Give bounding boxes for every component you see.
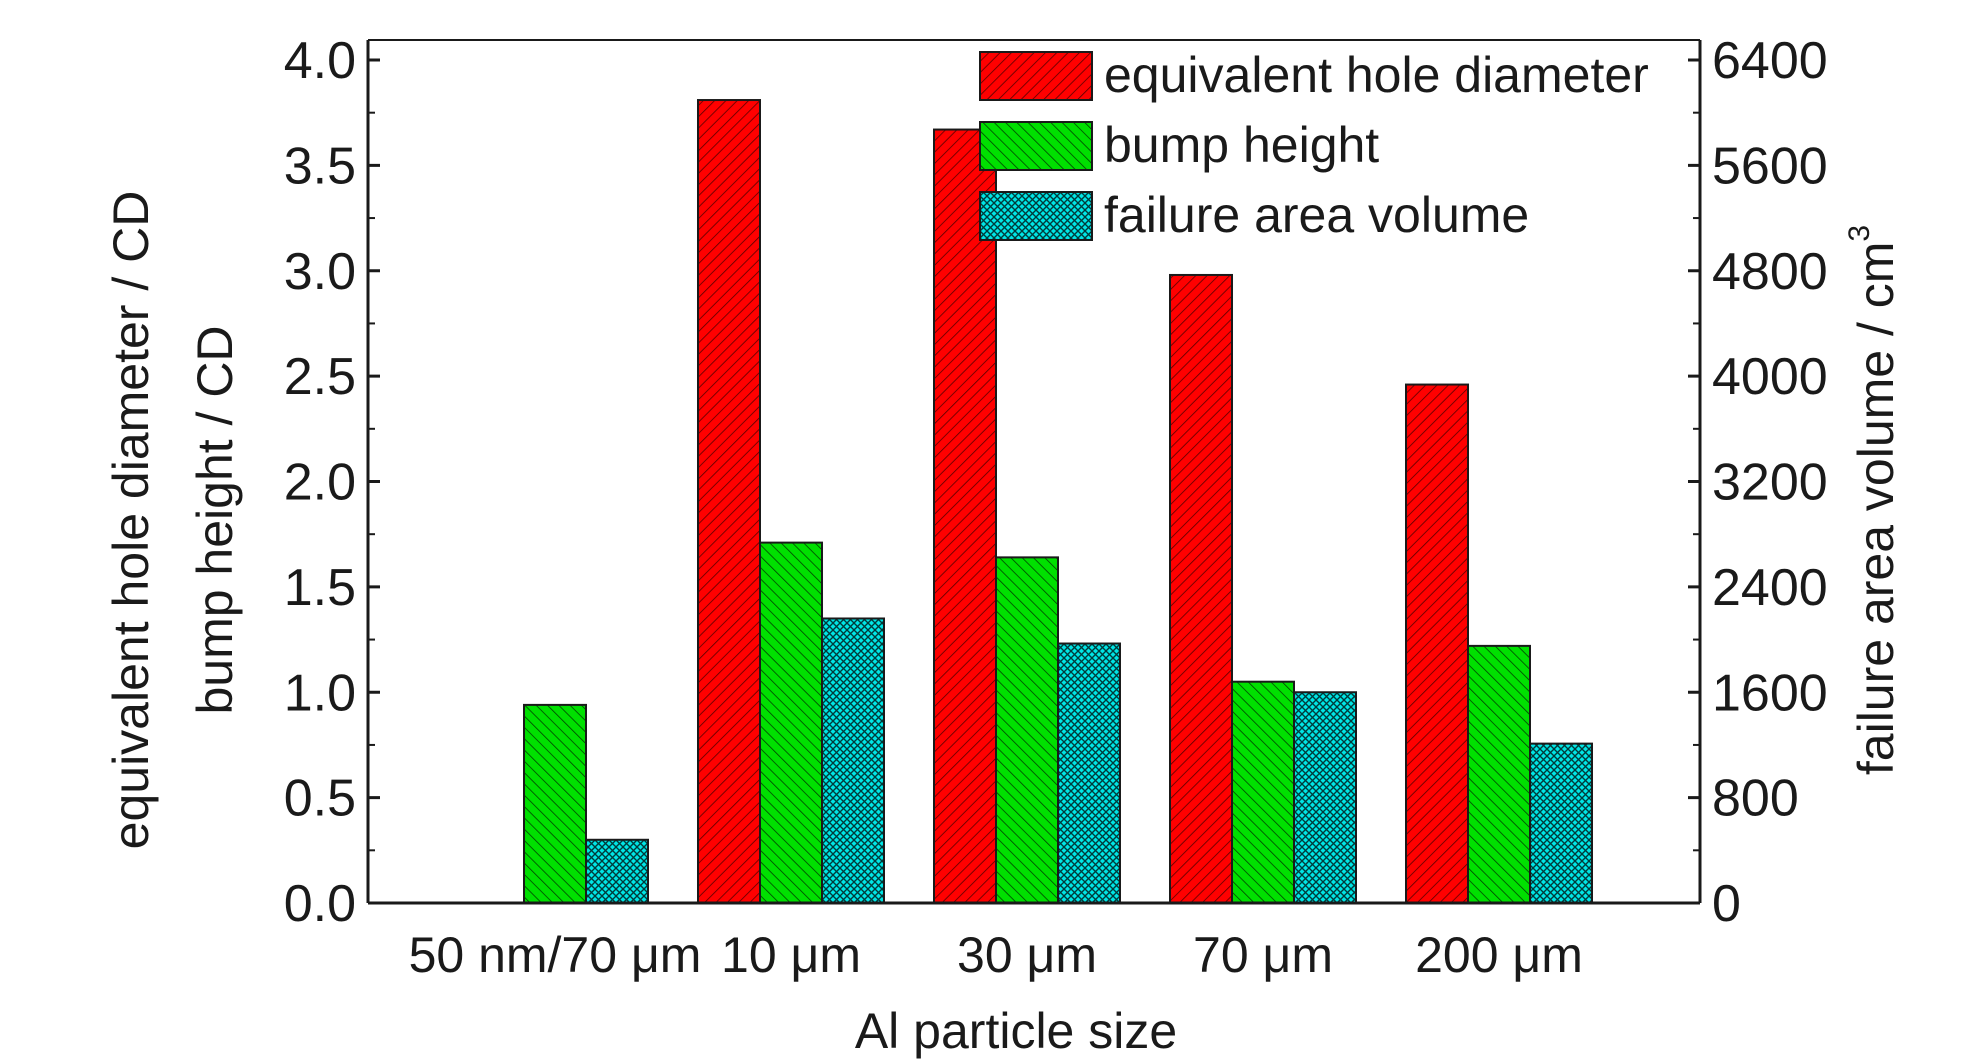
legend-swatch-bump-height bbox=[979, 121, 1093, 171]
left-tick-label: 1.0 bbox=[284, 664, 356, 722]
bar-equivalent-hole-diameter bbox=[1169, 273, 1233, 904]
right-tick-label: 5600 bbox=[1712, 137, 1828, 195]
left-tick-label: 2.0 bbox=[284, 454, 356, 512]
bars-group bbox=[523, 99, 1593, 905]
left-axis-title-line2: bump height / CD bbox=[187, 325, 243, 714]
right-axis-title-text: failure area volume / cm bbox=[1848, 242, 1904, 776]
plot-frame bbox=[366, 39, 1702, 905]
right-tick-label: 3200 bbox=[1712, 454, 1828, 512]
bar-bump-height bbox=[523, 703, 587, 905]
legend-label-failure-area-volume: failure area volume bbox=[1104, 187, 1529, 243]
left-axis-title-line1: equivalent hole diameter / CD bbox=[103, 191, 159, 850]
bar-bump-height bbox=[1231, 680, 1295, 905]
category-label: 50 nm/70 μm bbox=[409, 927, 702, 983]
right-axis-title-superscript: 3 bbox=[1843, 225, 1876, 242]
left-tick-label: 1.5 bbox=[284, 559, 356, 617]
category-label: 10 μm bbox=[721, 927, 861, 983]
right-tick-label: 1600 bbox=[1712, 664, 1828, 722]
x-axis-title: Al particle size bbox=[855, 1003, 1177, 1059]
bar-bump-height bbox=[759, 541, 823, 904]
legend-swatch-failure-area-volume bbox=[979, 191, 1093, 241]
bar-failure-area-volume bbox=[1529, 742, 1593, 904]
right-tick-label: 4000 bbox=[1712, 348, 1828, 406]
right-axis-title: failure area volume / cm3 bbox=[1843, 225, 1904, 775]
bar-bump-height bbox=[995, 556, 1059, 904]
bar-equivalent-hole-diameter bbox=[697, 99, 761, 905]
left-tick-label: 4.0 bbox=[284, 32, 356, 90]
bar-failure-area-volume bbox=[585, 838, 649, 905]
left-tick-label: 0.5 bbox=[284, 770, 356, 828]
category-labels: 50 nm/70 μm 10 μm 30 μm 70 μm 200 μm bbox=[409, 927, 1583, 983]
right-tick-label: 800 bbox=[1712, 770, 1799, 828]
left-axis-ticks: 0.0 0.5 1.0 1.5 2.0 2.5 3.0 3.5 4.0 bbox=[284, 32, 380, 933]
left-tick-label: 0.0 bbox=[284, 875, 356, 933]
legend-label-bump-height: bump height bbox=[1104, 117, 1379, 173]
legend-label-equivalent-hole-diameter: equivalent hole diameter bbox=[1104, 47, 1649, 103]
right-tick-label: 2400 bbox=[1712, 559, 1828, 617]
bar-equivalent-hole-diameter bbox=[933, 128, 997, 905]
bar-failure-area-volume bbox=[1293, 691, 1357, 904]
right-tick-label: 6400 bbox=[1712, 32, 1828, 90]
legend: equivalent hole diameter bump height failu… bbox=[979, 47, 1649, 243]
right-axis-ticks: 0 800 1600 2400 3200 4000 4800 5600 6400 bbox=[1688, 32, 1828, 933]
left-tick-label: 3.0 bbox=[284, 243, 356, 301]
left-tick-label: 3.5 bbox=[284, 137, 356, 195]
legend-swatch-equivalent-hole-diameter bbox=[979, 51, 1093, 101]
category-label: 70 μm bbox=[1193, 927, 1333, 983]
right-tick-label: 0 bbox=[1712, 875, 1741, 933]
category-label: 200 μm bbox=[1415, 927, 1583, 983]
bar-equivalent-hole-diameter bbox=[1405, 383, 1469, 904]
bar-failure-area-volume bbox=[821, 617, 885, 904]
bar-bump-height bbox=[1467, 644, 1531, 904]
bar-failure-area-volume bbox=[1057, 642, 1121, 904]
svg-text:failure area volume / cm3: failure area volume / cm3 bbox=[1843, 225, 1904, 775]
right-tick-label: 4800 bbox=[1712, 243, 1828, 301]
left-tick-label: 2.5 bbox=[284, 348, 356, 406]
category-label: 30 μm bbox=[957, 927, 1097, 983]
